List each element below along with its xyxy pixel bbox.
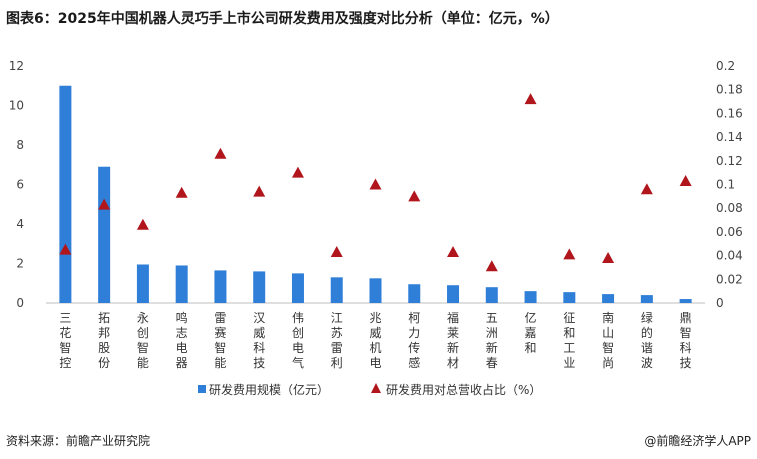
right-tick-label: 0.12 xyxy=(716,154,743,168)
category-label: 伟创电气 xyxy=(292,311,304,370)
bar xyxy=(175,265,188,303)
bar xyxy=(98,166,111,303)
category-labels: 三花智控 拓邦股份 永创智能 鸣志电器 雷赛智能 汉威科技 伟创电气 江苏雷利 兆威机电 柯力传感… xyxy=(59,310,691,370)
category-label: 柯力传感 xyxy=(408,311,420,370)
bar xyxy=(524,291,537,303)
right-tick-label: 0.2 xyxy=(716,59,735,73)
right-tick-label: 0.16 xyxy=(716,106,743,120)
bar xyxy=(408,284,421,303)
legend-triangle-label: 研发费用对总营收占比（%） xyxy=(386,382,541,397)
triangle-marker xyxy=(640,183,653,195)
triangle-marker xyxy=(59,243,72,255)
bar xyxy=(214,270,227,303)
bar-series xyxy=(59,85,692,303)
triangle-marker xyxy=(214,147,227,159)
right-tick-label: 0 xyxy=(716,296,724,310)
triangle-marker xyxy=(447,246,460,258)
bar xyxy=(253,271,266,303)
triangle-marker xyxy=(602,251,615,263)
left-tick-label: 4 xyxy=(16,217,24,231)
triangle-marker xyxy=(330,246,343,258)
triangle-marker xyxy=(679,174,692,186)
right-tick-label: 0.14 xyxy=(716,130,743,144)
chart-title: 图表6：2025年中国机器人灵巧手上市公司研发费用及强度对比分析（单位：亿元，%… xyxy=(6,11,559,27)
left-tick-label: 2 xyxy=(16,257,24,271)
category-label: 南山智尚 xyxy=(602,310,614,370)
category-label: 鼎智科技 xyxy=(680,311,692,370)
triangle-marker xyxy=(291,166,304,178)
category-label: 鸣志电器 xyxy=(176,310,188,370)
category-label: 兆威机电 xyxy=(369,311,381,370)
bar xyxy=(291,273,304,303)
bar xyxy=(136,264,149,303)
bar xyxy=(447,285,460,303)
bar xyxy=(679,299,692,303)
bar xyxy=(369,278,382,303)
right-tick-label: 0.02 xyxy=(716,272,743,286)
source-note: 资料来源：前瞻产业研究院 xyxy=(6,434,151,448)
left-tick-label: 6 xyxy=(16,178,24,192)
triangle-marker xyxy=(485,260,498,272)
bar xyxy=(59,85,72,303)
triangle-marker xyxy=(524,93,537,105)
category-label: 亿嘉和 xyxy=(525,310,537,355)
category-label: 拓邦股份 xyxy=(98,311,110,370)
left-tick-label: 0 xyxy=(16,296,24,310)
legend-triangle-swatch xyxy=(371,383,381,393)
bar xyxy=(485,287,498,303)
category-label: 绿的谐波 xyxy=(641,310,653,370)
triangle-marker xyxy=(253,185,266,197)
brand-credit: @前瞻经济学人APP xyxy=(644,434,751,448)
triangle-marker xyxy=(175,186,188,198)
legend-bar-swatch xyxy=(198,385,206,393)
triangle-marker xyxy=(136,218,149,230)
right-tick-label: 0.04 xyxy=(716,249,743,263)
left-tick-label: 12 xyxy=(9,59,24,73)
category-label: 江苏雷利 xyxy=(331,311,343,370)
left-tick-label: 10 xyxy=(9,99,24,113)
bar xyxy=(330,277,343,303)
category-label: 福莱新材 xyxy=(447,310,459,370)
triangle-marker xyxy=(563,248,576,260)
right-tick-label: 0.06 xyxy=(716,225,743,239)
bar xyxy=(602,294,615,303)
legend: 研发费用规模（亿元） 研发费用对总营收占比（%） xyxy=(198,382,541,397)
right-axis-ticks: 0 0.02 0.04 0.06 0.08 0.1 0.12 0.14 0.16 0.18 0.2 xyxy=(716,59,743,310)
triangle-marker xyxy=(98,198,111,210)
legend-bar-label: 研发费用规模（亿元） xyxy=(209,382,329,397)
bar xyxy=(563,292,576,303)
triangle-series xyxy=(59,93,692,272)
category-label: 五洲新春 xyxy=(486,311,498,370)
right-tick-label: 0.18 xyxy=(716,83,743,97)
triangle-marker xyxy=(408,190,421,202)
left-tick-label: 8 xyxy=(16,138,24,152)
category-label: 三花智控 xyxy=(59,311,71,370)
bar xyxy=(640,295,653,303)
category-label: 征和工业 xyxy=(563,311,575,370)
left-axis-ticks: 0 2 4 6 8 10 12 xyxy=(9,59,24,310)
category-label: 永创智能 xyxy=(137,311,149,370)
triangle-marker xyxy=(369,178,382,190)
right-tick-label: 0.1 xyxy=(716,178,735,192)
right-tick-label: 0.08 xyxy=(716,201,743,215)
category-label: 汉威科技 xyxy=(253,311,265,370)
category-label: 雷赛智能 xyxy=(214,311,226,370)
